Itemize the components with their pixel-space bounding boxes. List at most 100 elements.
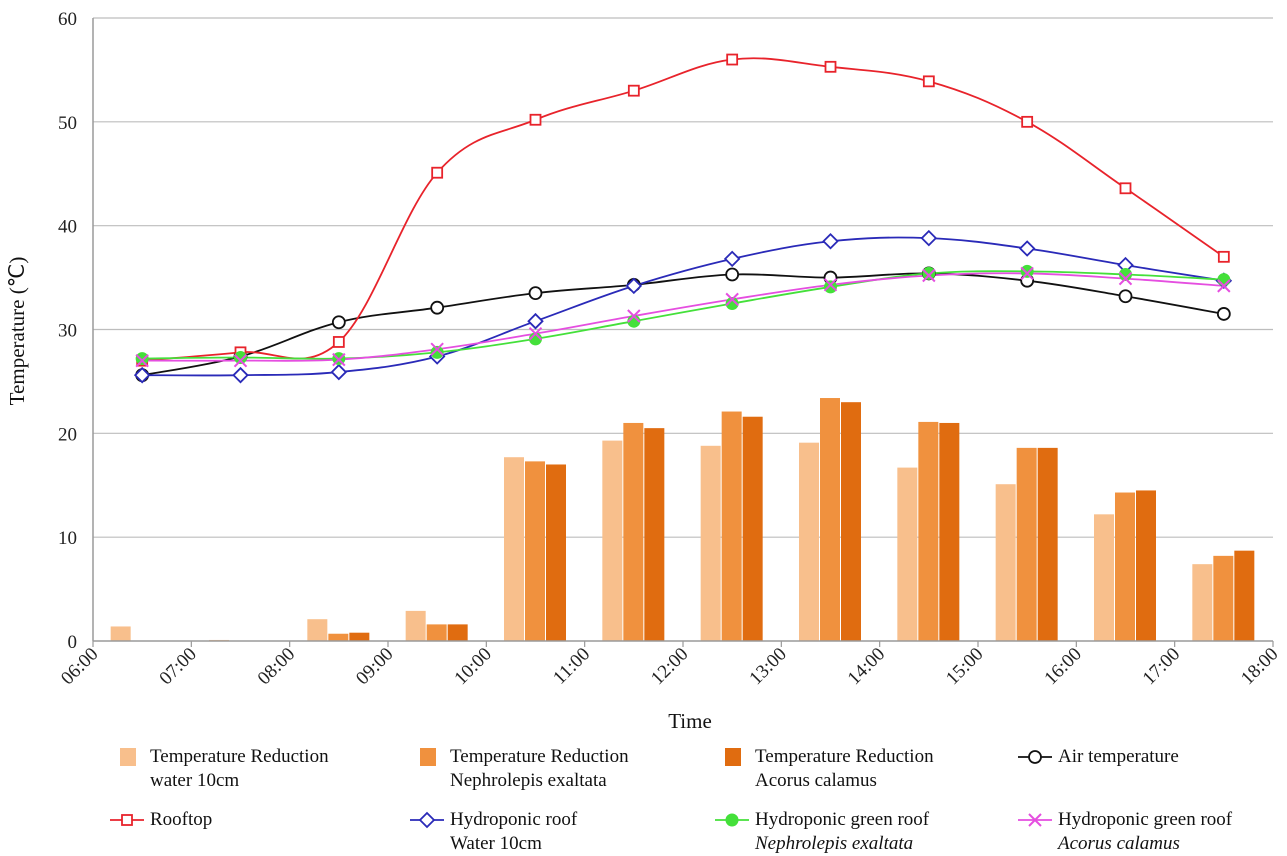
line-point [1119, 267, 1132, 281]
bar [525, 461, 545, 641]
bar [1234, 550, 1255, 641]
bar [504, 457, 524, 641]
series-line [142, 272, 1224, 362]
line-point [529, 113, 542, 126]
bar [1016, 447, 1037, 641]
x-axis-title: Time [668, 709, 712, 733]
line-point [431, 166, 444, 179]
x-tick-label: 06:00 [57, 644, 102, 689]
y-tick-label: 30 [58, 321, 77, 342]
line-point [1118, 271, 1133, 286]
line-point [920, 229, 938, 247]
line-point [330, 363, 348, 381]
bar [799, 442, 819, 641]
line-point [1020, 264, 1034, 278]
line-point [1216, 307, 1231, 321]
bar [426, 624, 447, 641]
line-point [232, 366, 249, 384]
x-tick-label: 08:00 [254, 644, 299, 689]
line-point [627, 309, 641, 323]
line-point [430, 300, 445, 315]
series-line [142, 270, 1224, 360]
line-point [824, 280, 837, 294]
line-point [1217, 279, 1231, 293]
bar [1192, 564, 1213, 641]
line-point [430, 342, 444, 356]
line-point [822, 232, 839, 250]
y-axis-title: Temperature (℃) [5, 257, 29, 406]
y-tick-label: 20 [58, 424, 77, 445]
line-point [234, 351, 247, 365]
x-tick-label: 17:00 [1139, 644, 1184, 689]
line-point [1217, 250, 1230, 263]
bar-series-group [110, 398, 1255, 641]
x-tick-label: 16:00 [1040, 644, 1085, 689]
line-point [135, 353, 149, 368]
line-point [527, 312, 544, 330]
bar [1037, 447, 1058, 641]
line-point [133, 366, 151, 384]
line-point [528, 326, 543, 341]
line-point [824, 60, 837, 73]
bar [820, 398, 840, 641]
series-line [142, 57, 1225, 362]
line-point [725, 267, 740, 282]
line-point [1119, 182, 1132, 195]
bar [742, 416, 763, 641]
line-point [1118, 289, 1133, 304]
line-point [725, 297, 739, 311]
bar [602, 440, 623, 641]
bar [349, 632, 370, 641]
line-point [725, 292, 739, 307]
bar [1213, 555, 1234, 641]
bar [405, 610, 426, 641]
line-point [332, 352, 346, 367]
line-point [430, 345, 444, 359]
line-point [625, 277, 643, 295]
line-point [922, 75, 935, 88]
line-point [233, 353, 248, 368]
bar [995, 484, 1016, 641]
line-series-group [133, 53, 1233, 384]
x-tick-label: 12:00 [647, 644, 692, 689]
bar [644, 428, 665, 641]
y-tick-label: 60 [58, 9, 77, 30]
grid-lines [93, 17, 1273, 538]
line-point [922, 266, 936, 280]
series-line [141, 272, 1224, 377]
x-tick-label: 11:00 [549, 644, 594, 689]
x-tick-label: 07:00 [155, 644, 200, 689]
line-point [135, 352, 149, 366]
bar [546, 464, 566, 641]
bar [721, 411, 742, 641]
bar [447, 624, 468, 641]
bar [841, 402, 861, 641]
line-point [1018, 240, 1036, 257]
line-point [331, 315, 346, 330]
y-tick-label: 0 [68, 632, 78, 653]
bar [623, 422, 644, 641]
y-tick-label: 50 [58, 113, 77, 134]
line-point [332, 336, 345, 348]
line-point [528, 286, 543, 301]
y-tick-label: 40 [58, 217, 77, 238]
line-point [723, 250, 741, 268]
bar [328, 633, 349, 641]
bar [1094, 514, 1114, 641]
line-point [1021, 115, 1034, 128]
x-tick-label: 09:00 [352, 644, 397, 689]
line-point [922, 268, 936, 283]
line-point [823, 278, 838, 292]
line-point [726, 53, 739, 66]
line-point [1020, 266, 1034, 281]
bar [110, 626, 131, 641]
bar [1136, 490, 1156, 641]
bar [939, 422, 960, 641]
line-point [1217, 273, 1231, 287]
bar [307, 619, 328, 641]
bar [1115, 492, 1135, 641]
x-tick-label: 10:00 [450, 644, 495, 689]
bar [700, 445, 721, 641]
bar [897, 467, 918, 641]
